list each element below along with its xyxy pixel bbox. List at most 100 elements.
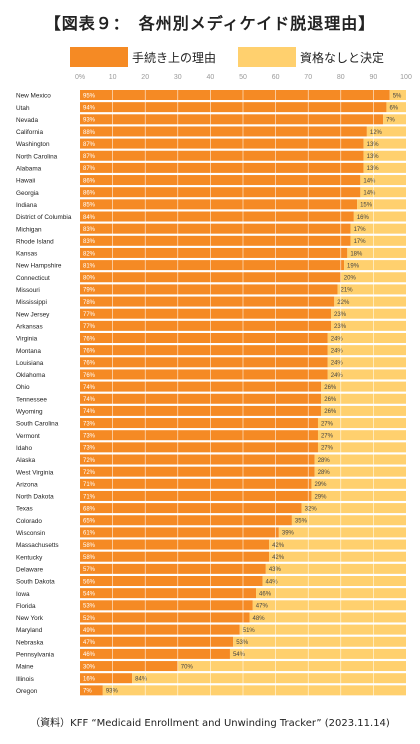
x-tick-label: 80 xyxy=(337,74,345,81)
data-label-ineligible: 14% xyxy=(363,178,376,184)
category-label: Texas xyxy=(16,506,33,513)
x-tick-label: 10 xyxy=(109,74,117,81)
bar-ineligible xyxy=(383,114,406,125)
data-label-procedural: 52% xyxy=(83,616,96,622)
x-tick-label: 70 xyxy=(304,74,312,81)
bar-ineligible xyxy=(269,539,406,550)
bar-row: Rhode Island 83% 17% xyxy=(16,235,406,246)
data-label-procedural: 87% xyxy=(83,154,96,160)
category-label: Delaware xyxy=(16,566,43,573)
bar-ineligible xyxy=(239,624,406,635)
bar-row: Alaska 72% 28% xyxy=(16,454,406,465)
data-label-procedural: 76% xyxy=(83,348,96,354)
data-label-procedural: 80% xyxy=(83,276,96,282)
bar-procedural xyxy=(80,648,230,659)
bar-ineligible xyxy=(350,235,406,246)
data-label-ineligible: 35% xyxy=(295,519,308,525)
category-label: Connecticut xyxy=(16,275,50,282)
bar-row: Connecticut 80% 20% xyxy=(16,272,406,283)
category-label: Vermont xyxy=(16,433,40,440)
bar-procedural xyxy=(80,454,315,465)
category-label: Louisiana xyxy=(16,360,44,367)
data-label-procedural: 86% xyxy=(83,191,96,197)
bar-procedural xyxy=(80,442,318,453)
data-label-procedural: 73% xyxy=(83,446,96,452)
category-label: Wisconsin xyxy=(16,530,46,537)
data-label-procedural: 65% xyxy=(83,519,96,525)
category-label: Montana xyxy=(16,348,41,355)
category-label: Georgia xyxy=(16,190,39,197)
x-tick-label: 50 xyxy=(239,74,247,81)
data-label-procedural: 93% xyxy=(83,118,96,124)
bar-row: Delaware 57% 43% xyxy=(16,563,406,574)
bar-ineligible xyxy=(317,430,406,441)
bar-procedural xyxy=(80,503,302,514)
data-label-procedural: 83% xyxy=(83,239,96,245)
category-label: Rhode Island xyxy=(16,238,54,245)
bar-ineligible xyxy=(327,345,406,356)
bar-ineligible xyxy=(291,515,406,526)
bar-ineligible xyxy=(233,636,406,647)
data-label-ineligible: 16% xyxy=(357,215,370,221)
bar-row: Wyoming 74% 26% xyxy=(16,405,406,416)
data-label-ineligible: 93% xyxy=(106,689,119,695)
data-label-procedural: 76% xyxy=(83,373,96,379)
data-label-ineligible: 48% xyxy=(253,616,266,622)
data-label-ineligible: 39% xyxy=(282,531,295,537)
bar-procedural xyxy=(80,223,351,234)
data-label-ineligible: 6% xyxy=(389,105,398,111)
bar-row: Utah 94% 6% xyxy=(16,102,406,113)
bar-row: Pennsylvania 46% 54% xyxy=(16,648,406,659)
legend: 手続き上の理由 資格なしと決定 xyxy=(0,44,420,70)
bar-row: New Jersey 77% 23% xyxy=(16,308,406,319)
data-label-procedural: 78% xyxy=(83,300,96,306)
bar-row: Nebraska 47% 53% xyxy=(16,636,406,647)
legend-swatch-ineligible xyxy=(238,47,296,67)
data-label-ineligible: 13% xyxy=(367,166,380,172)
data-label-ineligible: 21% xyxy=(341,288,354,294)
bar-ineligible xyxy=(321,393,406,404)
data-label-ineligible: 42% xyxy=(272,543,285,549)
category-label: New Jersey xyxy=(16,311,50,318)
bar-ineligible xyxy=(321,381,406,392)
category-label: Indiana xyxy=(16,202,37,209)
bar-ineligible xyxy=(363,162,406,173)
x-tick-label: 40 xyxy=(207,74,215,81)
bar-procedural xyxy=(80,345,328,356)
bar-ineligible xyxy=(327,357,406,368)
data-label-ineligible: 24% xyxy=(331,336,344,342)
legend-label-procedural: 手続き上の理由 xyxy=(132,51,217,65)
bar-row: Missouri 79% 21% xyxy=(16,284,406,295)
bar-procedural xyxy=(80,369,328,380)
bar-row: Kentucky 58% 42% xyxy=(16,551,406,562)
x-tick-label: 100 xyxy=(400,74,412,81)
category-label: Alaska xyxy=(16,457,36,464)
category-label: New York xyxy=(16,615,44,622)
data-label-procedural: 79% xyxy=(83,288,96,294)
bar-ineligible xyxy=(321,405,406,416)
data-label-ineligible: 24% xyxy=(331,373,344,379)
category-label: South Dakota xyxy=(16,579,55,586)
category-label: Michigan xyxy=(16,226,42,233)
data-label-ineligible: 24% xyxy=(331,361,344,367)
data-label-procedural: 87% xyxy=(83,142,96,148)
bar-row: California 88% 12% xyxy=(16,126,406,137)
category-label: North Carolina xyxy=(16,153,58,160)
data-label-ineligible: 28% xyxy=(318,458,331,464)
bar-procedural xyxy=(80,612,250,623)
data-label-procedural: 74% xyxy=(83,409,96,415)
data-label-procedural: 72% xyxy=(83,458,96,464)
bar-row: Arizona 71% 29% xyxy=(16,478,406,489)
data-label-procedural: 76% xyxy=(83,336,96,342)
bar-ineligible xyxy=(360,175,406,186)
data-label-ineligible: 13% xyxy=(367,142,380,148)
data-label-procedural: 56% xyxy=(83,579,96,585)
bar-procedural xyxy=(80,187,361,198)
category-label: Wyoming xyxy=(16,409,43,416)
bar-ineligible xyxy=(132,673,406,684)
data-label-ineligible: 12% xyxy=(370,130,383,136)
data-label-procedural: 72% xyxy=(83,470,96,476)
x-tick-label: 90 xyxy=(370,74,378,81)
category-label: California xyxy=(16,129,43,136)
bar-ineligible xyxy=(249,612,406,623)
